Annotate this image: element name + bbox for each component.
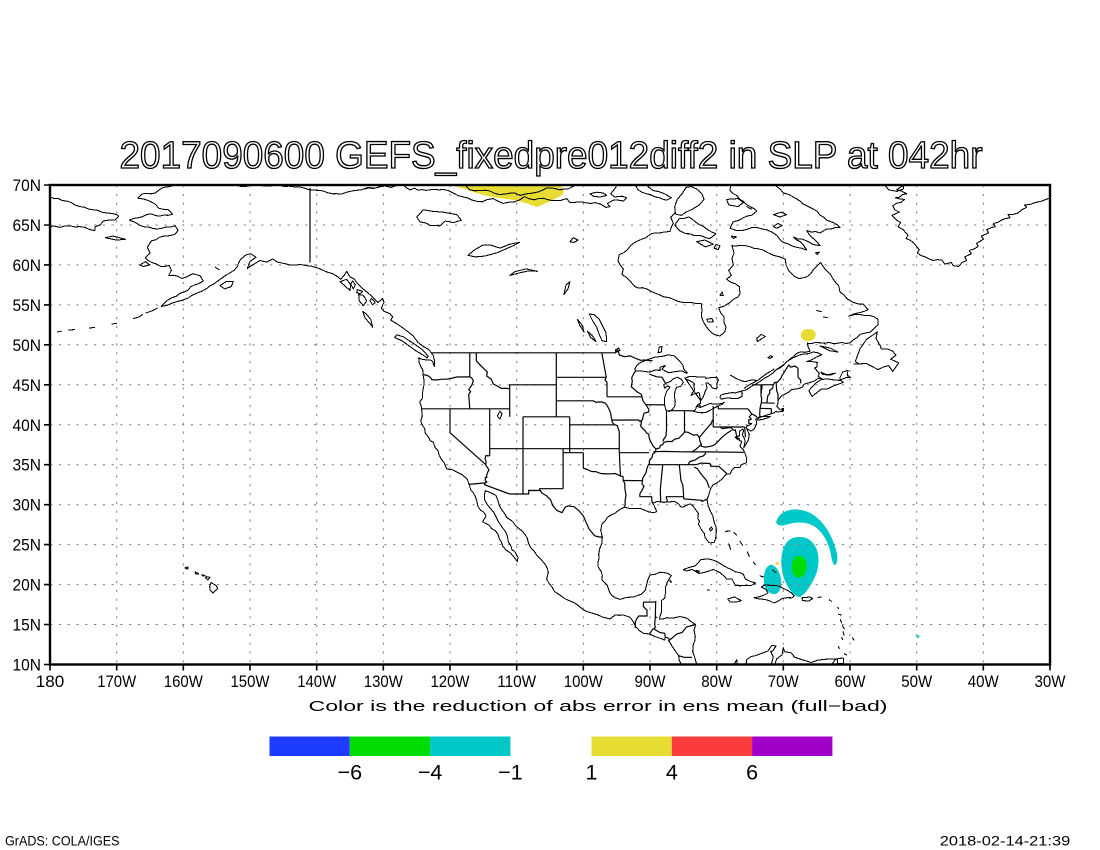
svg-text:40W: 40W [968,672,999,691]
svg-text:15N: 15N [13,616,42,635]
svg-text:70W: 70W [768,672,799,691]
svg-text:1: 1 [586,761,598,785]
svg-text:60W: 60W [835,672,866,691]
svg-text:30W: 30W [1035,672,1066,691]
svg-text:65N: 65N [13,216,42,235]
svg-text:150W: 150W [231,672,270,691]
svg-text:45N: 45N [13,376,42,395]
svg-text:130W: 130W [364,672,403,691]
svg-text:140W: 140W [297,672,336,691]
svg-text:100W: 100W [564,672,603,691]
svg-text:10N: 10N [13,656,42,675]
svg-text:35N: 35N [13,456,42,475]
svg-text:90W: 90W [635,672,666,691]
svg-text:55N: 55N [13,296,42,315]
svg-text:180: 180 [36,672,65,691]
svg-text:160W: 160W [164,672,203,691]
svg-text:170W: 170W [97,672,136,691]
svg-text:Color is the reduction of abs: Color is the reduction of abs error in e… [309,698,888,715]
svg-text:4: 4 [666,761,678,785]
svg-text:2017090600 GEFS_fixedpre012dif: 2017090600 GEFS_fixedpre012diff2 in SLP … [120,135,983,177]
svg-text:50W: 50W [901,672,932,691]
svg-text:25N: 25N [13,536,42,555]
svg-text:20N: 20N [13,576,42,595]
svg-text:−4: −4 [418,761,443,785]
svg-text:50N: 50N [13,336,42,355]
svg-text:110W: 110W [497,672,536,691]
svg-text:70N: 70N [13,176,42,195]
svg-text:−6: −6 [338,761,363,785]
svg-text:2018-02-14-21:39: 2018-02-14-21:39 [940,833,1071,849]
svg-text:80W: 80W [701,672,732,691]
svg-text:40N: 40N [13,416,42,435]
svg-text:6: 6 [746,761,758,785]
svg-text:120W: 120W [431,672,470,691]
svg-text:60N: 60N [13,256,42,275]
svg-text:30N: 30N [13,496,42,515]
svg-text:GrADS: COLA/IGES: GrADS: COLA/IGES [5,833,120,849]
svg-text:−1: −1 [498,761,523,785]
